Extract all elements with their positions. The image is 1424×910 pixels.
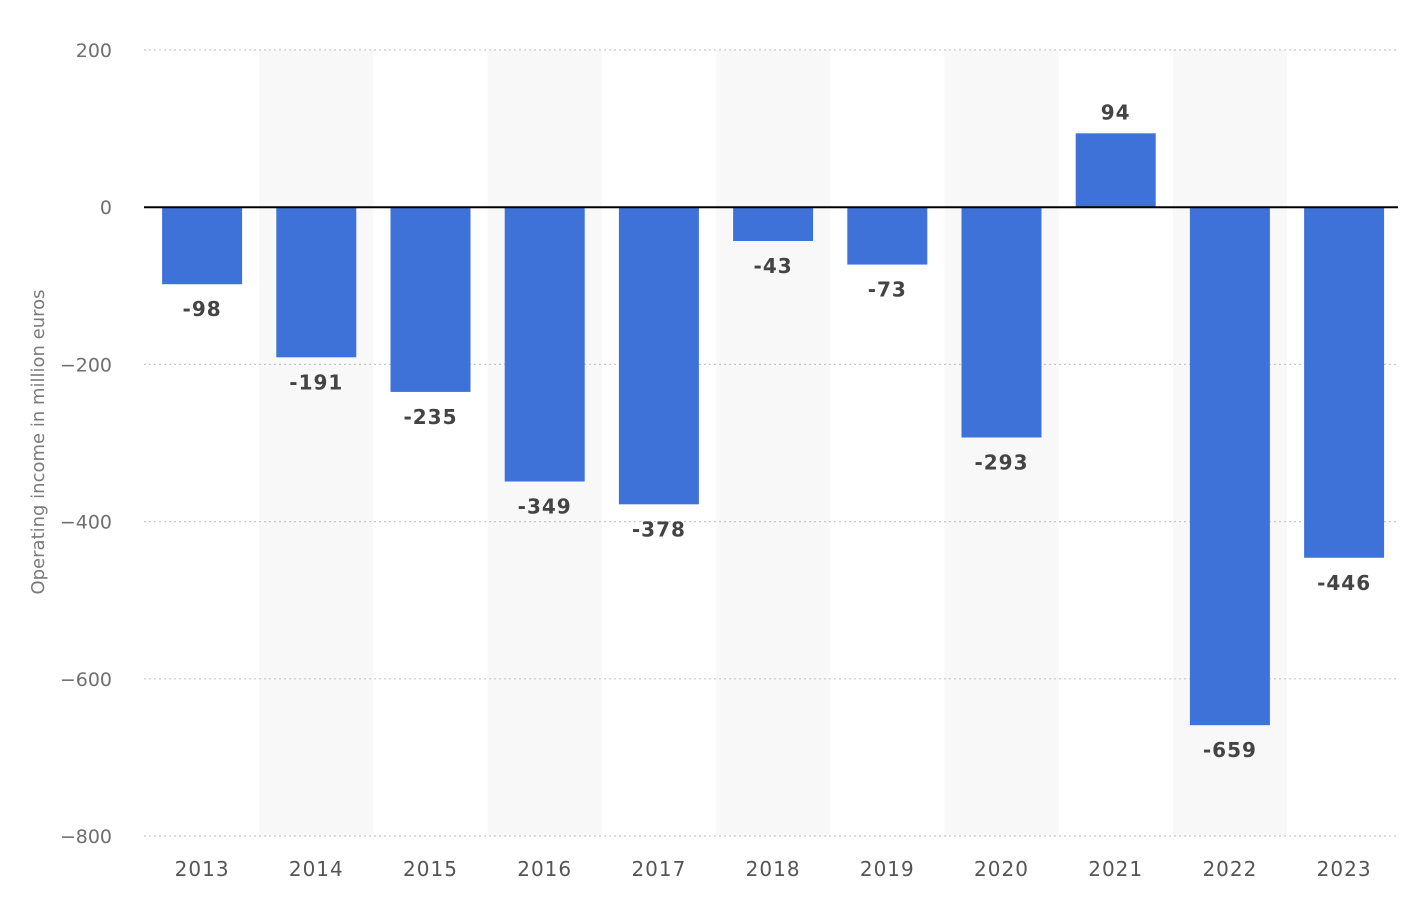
bar	[162, 207, 243, 285]
x-tick-label: 2017	[631, 857, 686, 881]
bar	[847, 207, 928, 265]
data-label: -378	[632, 517, 686, 541]
y-axis-title: Operating income in million euros	[28, 289, 49, 594]
x-tick-label: 2023	[1317, 857, 1372, 881]
data-label: 94	[1101, 100, 1131, 124]
x-tick-label: 2014	[289, 857, 344, 881]
y-tick-label: −800	[60, 826, 112, 848]
column-band	[944, 50, 1059, 836]
data-label: -73	[868, 278, 907, 302]
bar	[961, 207, 1042, 438]
x-tick-label: 2022	[1202, 857, 1257, 881]
bar	[1189, 207, 1270, 726]
bar	[276, 207, 357, 358]
data-label: -235	[403, 405, 457, 429]
data-label: -349	[518, 495, 572, 519]
y-tick-label: −400	[60, 512, 112, 534]
bar	[1075, 133, 1156, 208]
x-tick-label: 2016	[517, 857, 572, 881]
bar	[390, 207, 471, 392]
x-tick-label: 2015	[403, 857, 458, 881]
x-tick-label: 2013	[175, 857, 230, 881]
y-axis-ticks: 200 0 −200 −400 −600 −800	[60, 40, 112, 848]
bar	[733, 207, 814, 241]
y-tick-label: 0	[100, 197, 112, 219]
y-tick-label: 200	[76, 40, 112, 62]
bar	[504, 207, 585, 482]
x-tick-label: 2018	[746, 857, 801, 881]
data-label: -293	[974, 450, 1028, 474]
gridlines	[144, 49, 1398, 837]
data-label: -43	[754, 254, 793, 278]
data-labels: -98 -191 -235 -349 -378 -43 -73 -293 94 -659 -446	[183, 100, 1371, 762]
data-label: -191	[289, 370, 343, 394]
y-tick-label: −600	[60, 669, 112, 691]
bar	[1304, 207, 1385, 558]
x-axis-ticks: 2013 2014 2015 2016 2017 2018 2019 2020 2021 2022…	[175, 857, 1372, 881]
data-label: -98	[183, 297, 222, 321]
data-label: -659	[1203, 738, 1257, 762]
bar	[618, 207, 699, 505]
column-band	[716, 50, 831, 836]
data-label: -446	[1317, 571, 1371, 595]
x-tick-label: 2019	[860, 857, 915, 881]
y-tick-label: −200	[60, 354, 112, 376]
bars	[162, 133, 1385, 726]
x-tick-label: 2021	[1088, 857, 1143, 881]
column-band	[259, 50, 374, 836]
x-tick-label: 2020	[974, 857, 1029, 881]
